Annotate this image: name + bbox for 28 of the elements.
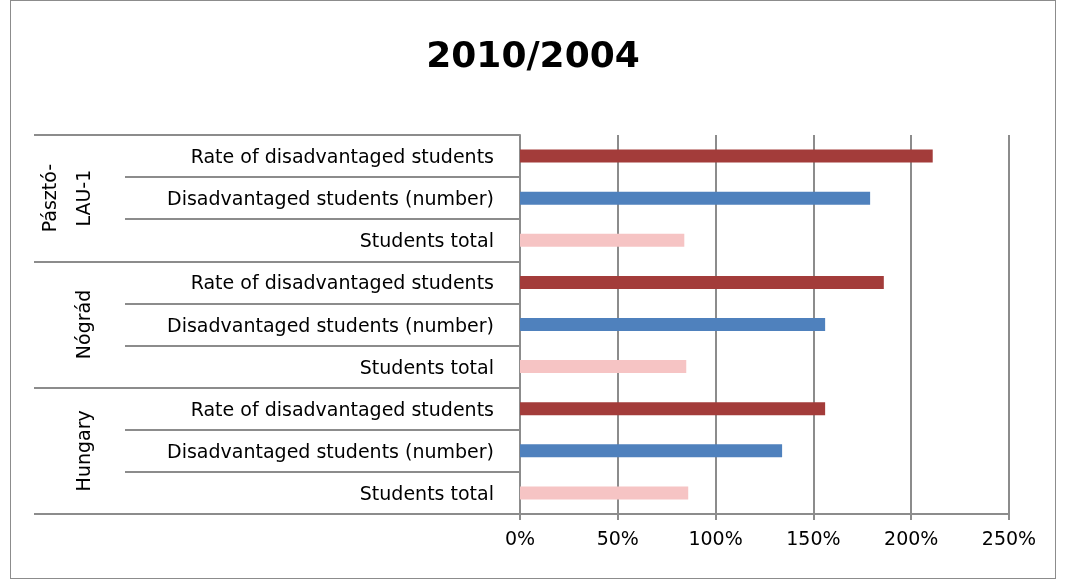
- y-tick-label: Rate of disadvantaged students: [190, 271, 494, 294]
- y-tick-label: Rate of disadvantaged students: [190, 145, 494, 168]
- x-tick-label: 250%: [981, 526, 1037, 549]
- text: Nógrád: [72, 289, 94, 360]
- y-tick-label: Students total: [359, 355, 494, 378]
- text: Hungary: [72, 410, 94, 492]
- y-tick-label: Disadvantaged students (number): [167, 439, 494, 462]
- bar: [520, 360, 687, 374]
- x-tick-label: 150%: [786, 526, 841, 549]
- x-tick-label: 200%: [884, 526, 939, 549]
- y-tick-label: Students total: [359, 481, 494, 504]
- bar: [520, 486, 689, 500]
- bar: [520, 402, 826, 416]
- bar: [520, 149, 933, 163]
- bar: [520, 318, 826, 331]
- bar: [520, 444, 783, 458]
- chart-title: 2010/2004: [426, 33, 640, 75]
- y-tick-label: Disadvantaged students (number): [167, 187, 494, 210]
- x-tick-label: 50%: [596, 526, 639, 549]
- bar: [520, 233, 685, 247]
- x-tick-label: 100%: [688, 526, 743, 549]
- bar: [520, 191, 871, 205]
- x-tick-label: 0%: [504, 526, 536, 549]
- text: Pásztó-LAU-1: [38, 163, 94, 233]
- y-tick-label: Students total: [359, 229, 494, 252]
- y-tick-label: Rate of disadvantaged students: [190, 397, 494, 420]
- y-tick-label: Disadvantaged students (number): [167, 313, 494, 336]
- bar: [520, 275, 884, 289]
